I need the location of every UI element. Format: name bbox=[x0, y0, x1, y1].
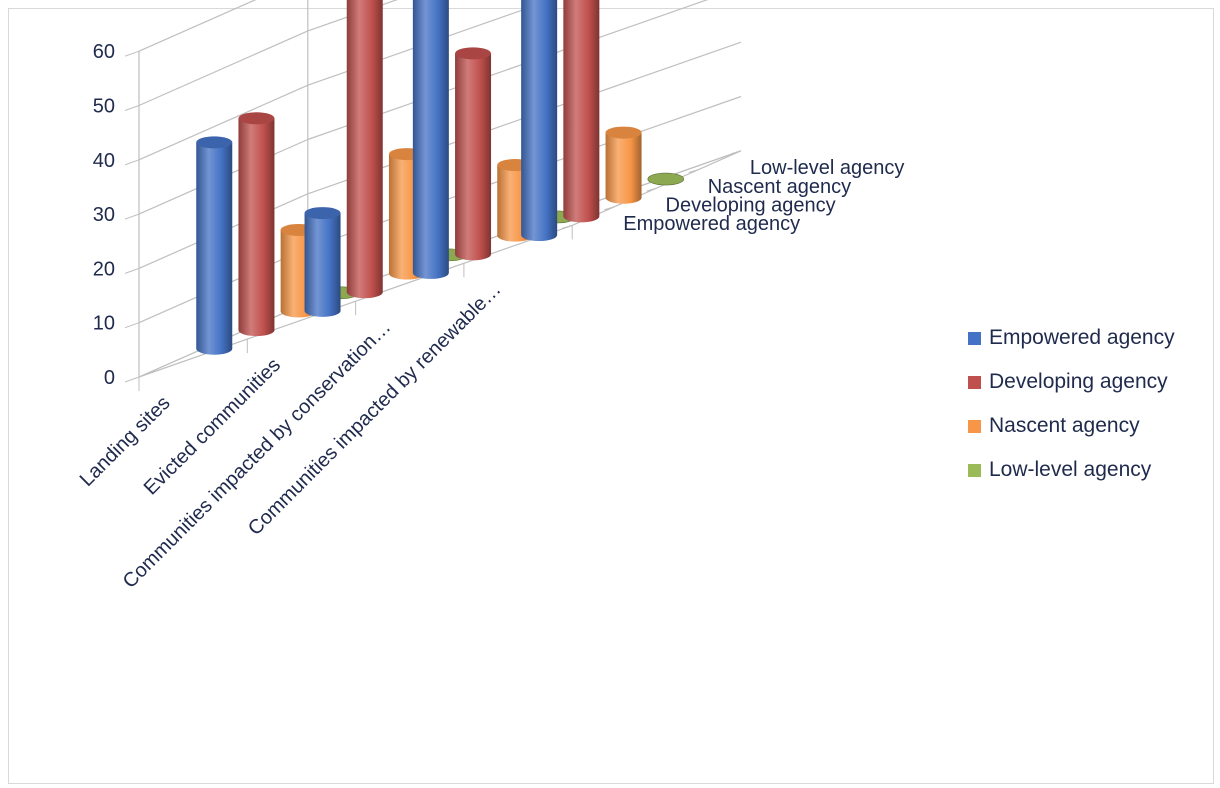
x-tick-label-communities-impacted-by-conservation: Communities impacted by conservation… bbox=[119, 316, 396, 593]
legend-item-low-level-agency: Low-level agency bbox=[968, 448, 1213, 492]
gridline-side bbox=[138, 30, 309, 107]
y-tick-label: 10 bbox=[93, 313, 115, 335]
legend-label: Nascent agency bbox=[989, 414, 1140, 437]
bar-empowered-agency-evicted-communities bbox=[304, 207, 341, 317]
legend-label: Low-level agency bbox=[989, 458, 1152, 481]
depth-tick-label-low-level-agency: Low-level agency bbox=[750, 157, 905, 179]
y-tick-label: 60 bbox=[93, 41, 115, 63]
legend-label: Empowered agency bbox=[989, 326, 1175, 349]
bar-empowered-agency-communities-impacted-by-renewable bbox=[521, 0, 558, 242]
legend-swatch bbox=[968, 331, 981, 345]
legend-item-developing-agency: Developing agency bbox=[968, 360, 1213, 404]
bar-empowered-agency-communities-impacted-by-conservation bbox=[412, 0, 449, 279]
bar-low-level-agency-communities-impacted-by-renewable bbox=[647, 172, 685, 186]
gridline-side bbox=[138, 84, 309, 161]
gridline-side bbox=[138, 0, 257, 52]
y-tick-label: 40 bbox=[93, 150, 115, 172]
bar-developing-agency-landing-sites bbox=[238, 112, 275, 337]
legend-item-nascent-agency: Nascent agency bbox=[968, 404, 1213, 448]
x-tick-label-evicted-communities: Evicted communities bbox=[140, 354, 285, 499]
bar-developing-agency-communities-impacted-by-conservation bbox=[455, 47, 492, 261]
depth-tick-label-developing-agency: Developing agency bbox=[666, 194, 836, 216]
bar-developing-agency-evicted-communities bbox=[346, 0, 383, 299]
y-tick-label: 30 bbox=[93, 204, 115, 226]
depth-tick-label-nascent-agency: Nascent agency bbox=[708, 176, 851, 198]
chart-legend: Empowered agency Developing agency Nasce… bbox=[968, 316, 1213, 492]
legend-item-empowered-agency: Empowered agency bbox=[968, 316, 1213, 360]
legend-label: Developing agency bbox=[989, 370, 1168, 393]
bar-developing-agency-communities-impacted-by-renewable bbox=[563, 0, 600, 223]
bar-empowered-agency-landing-sites bbox=[196, 136, 233, 355]
y-tick-label: 0 bbox=[104, 367, 115, 389]
y-tick-label: 50 bbox=[93, 96, 115, 118]
chart-bars bbox=[196, 0, 685, 355]
x-tick-label-communities-impacted-by-renewable: Communities impacted by renewable… bbox=[244, 278, 506, 540]
legend-swatch bbox=[968, 463, 981, 477]
depth-tick-label-empowered-agency: Empowered agency bbox=[623, 213, 800, 235]
legend-swatch bbox=[968, 375, 981, 389]
bar-nascent-agency-communities-impacted-by-renewable bbox=[605, 126, 642, 204]
legend-swatch bbox=[968, 419, 981, 433]
y-tick-label: 20 bbox=[93, 258, 115, 280]
